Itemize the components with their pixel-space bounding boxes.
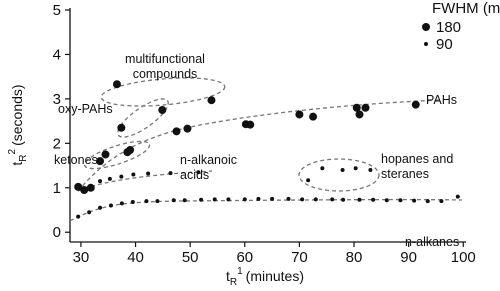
y-tick-label: 1 [53,180,61,197]
point [412,198,417,203]
point [330,197,335,202]
x-tick-label: 80 [346,249,363,266]
point [144,199,149,204]
group-ellipse [83,140,151,170]
point [199,197,204,202]
point [96,157,105,166]
point [112,80,121,89]
legend-title: FWHM (ms) [432,0,500,17]
point [411,100,420,109]
legend-label: 180 [436,19,461,36]
point [313,197,318,202]
point [86,183,95,192]
group-ellipse [117,98,169,138]
point [182,198,187,203]
point [158,106,167,114]
group-ellipse [298,158,380,192]
legend-marker [422,23,430,31]
x-tick-label: 50 [182,249,199,266]
y-tick-label: 4 [53,46,61,63]
x-tick-label: 100 [451,249,476,266]
point [295,110,304,119]
point [371,197,376,202]
point [171,198,176,203]
point [353,166,358,171]
legend-marker [424,42,428,46]
y-tick-label: 3 [53,91,61,108]
y-axis-label: tR2(seconds) [7,84,29,165]
x-axis-label: tR1 (minutes) [226,266,304,288]
point [130,200,135,204]
point [246,120,255,129]
annotation: oxy-PAHs [58,102,113,116]
point [196,170,201,175]
point [286,196,291,201]
group-ellipse [100,77,226,107]
point [87,210,92,215]
annotation: n-alkanoic [180,153,237,167]
point [117,123,126,132]
annotation: steranes [381,167,429,181]
point [98,205,103,210]
point [74,182,83,191]
point [126,146,135,154]
point [80,186,89,194]
point [398,198,403,203]
x-tick-label: 40 [127,249,144,266]
point [300,197,305,202]
point [119,174,124,179]
point [107,176,112,181]
point [212,197,217,202]
annotation: acids [180,168,209,182]
point [131,172,136,177]
point [320,166,325,171]
point [101,150,110,159]
point [207,96,216,105]
point [155,199,160,204]
point [108,203,113,208]
annotation: n-alkanes [405,235,459,249]
point [439,199,444,204]
annotation: PAHs [426,93,457,107]
y-tick-label: 2 [53,135,61,152]
x-tick-label: 60 [236,249,253,266]
trend-curve [69,198,463,222]
point [146,171,151,176]
point [384,198,389,203]
x-tick-label: 30 [73,249,90,266]
annotation: hopanes and [381,152,453,166]
point [119,201,124,206]
annotation: ketones [54,153,98,167]
x-tick-label: 90 [400,249,417,266]
point [340,168,345,172]
point [256,196,261,201]
point [168,171,173,176]
point [226,197,231,202]
point [355,110,364,119]
annotation: multifunctional [125,52,205,66]
point [425,199,430,204]
point [183,124,192,133]
point [455,194,460,199]
y-tick-label: 0 [53,224,61,241]
x-tick-label: 70 [291,249,308,266]
point [368,168,373,172]
point [306,178,311,183]
point [309,112,318,121]
point [341,197,346,202]
point [76,214,81,219]
point [352,103,361,112]
point [270,196,275,201]
point [361,103,370,112]
point [357,197,362,202]
point [172,127,181,136]
legend-label: 90 [436,36,453,53]
point [98,179,103,184]
y-tick-label: 5 [53,2,61,19]
annotation: compounds [133,67,198,81]
point [242,197,247,202]
